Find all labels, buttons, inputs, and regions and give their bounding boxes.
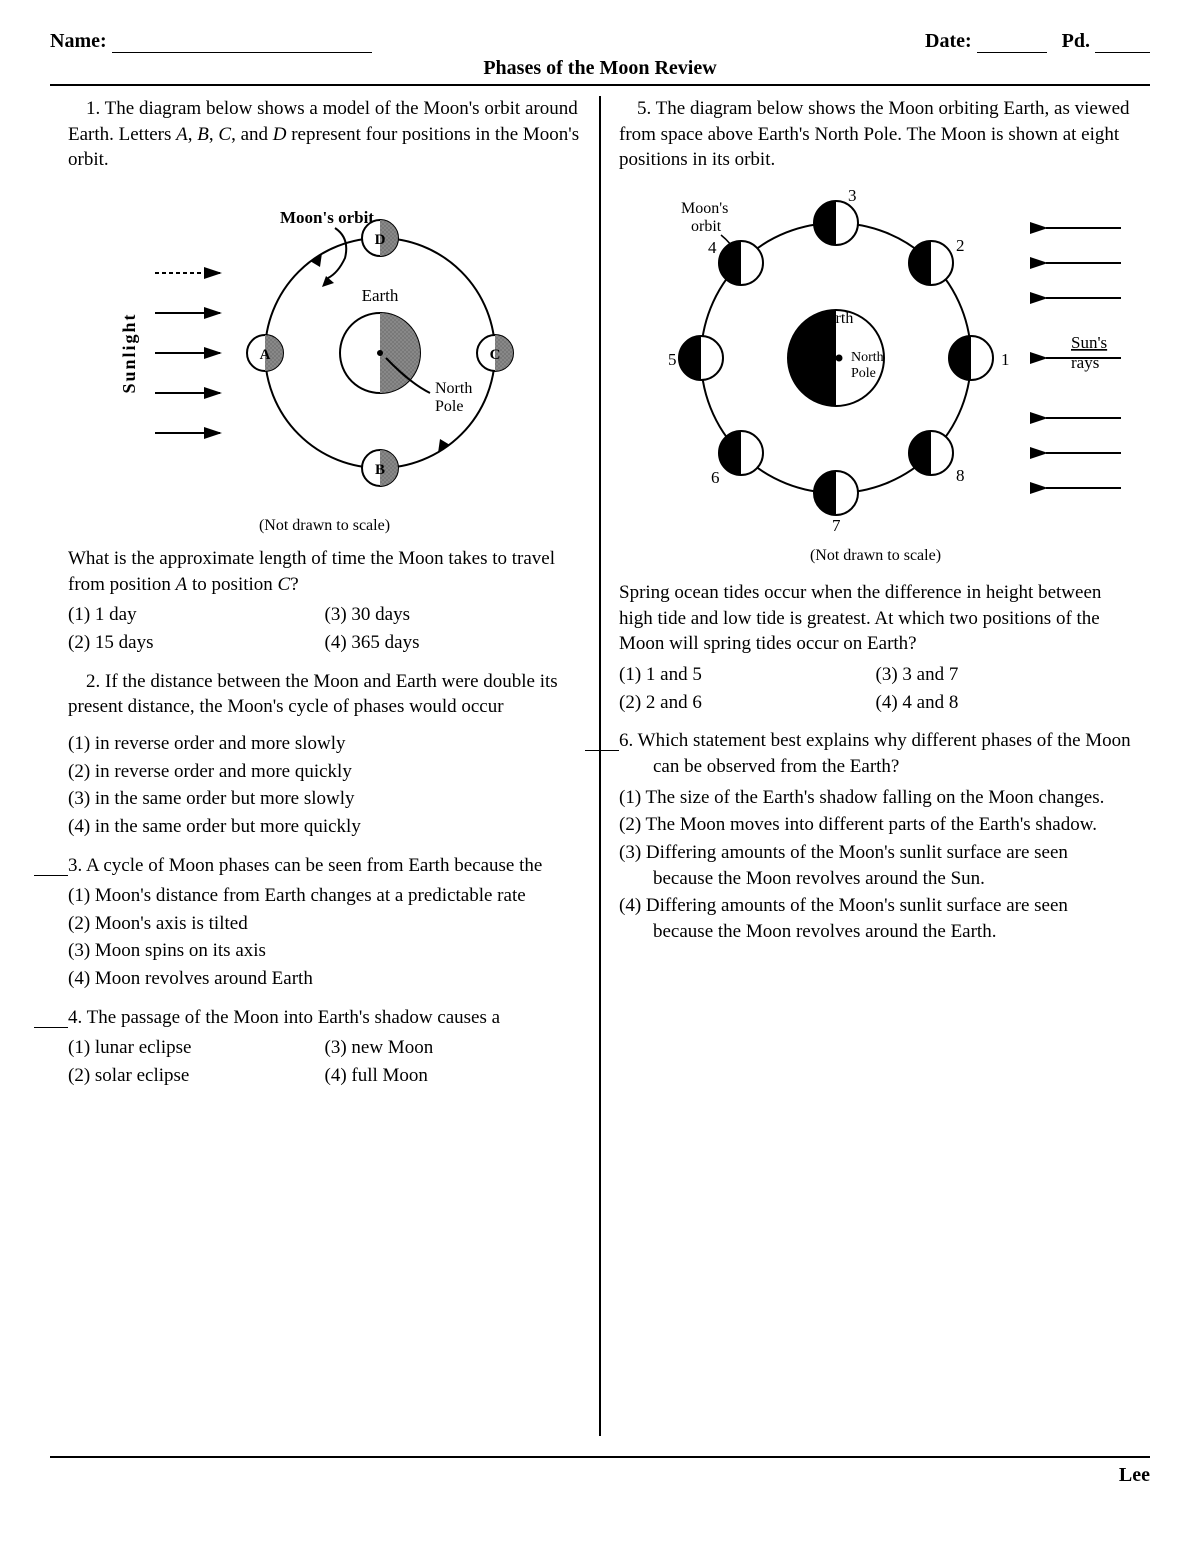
name-field: Name:: [50, 30, 372, 53]
q6-answer-blank[interactable]: [585, 735, 619, 751]
q4-opt3: (3) new Moon: [325, 1034, 582, 1062]
q6-options: (1) The size of the Earth's shadow falli…: [619, 784, 1132, 946]
q4-opt2: (2) solar eclipse: [68, 1062, 325, 1090]
pd-blank[interactable]: [1095, 35, 1150, 53]
svg-text:Earth: Earth: [818, 310, 853, 327]
footer-author: Lee: [0, 1458, 1200, 1527]
diagram-2: Sun's rays Moon's orbit Earth North Pole: [619, 183, 1132, 566]
worksheet-title: Phases of the Moon Review: [50, 57, 1150, 80]
q1-opt4: (4) 365 days: [325, 629, 582, 657]
q2-opt4: (4) in the same order but more quickly: [68, 813, 581, 841]
q6-text: 6. Which statement best explains why dif…: [619, 728, 1132, 779]
q5-opt4: (4) 4 and 8: [876, 689, 1133, 717]
svg-text:rays: rays: [1071, 353, 1099, 372]
diagram2-caption: (Not drawn to scale): [619, 545, 1132, 567]
name-blank[interactable]: [112, 35, 372, 53]
q4-opt4: (4) full Moon: [325, 1062, 582, 1090]
diagram2-svg: Sun's rays Moon's orbit Earth North Pole: [626, 183, 1126, 533]
svg-text:Pole: Pole: [435, 398, 463, 415]
diagram1-svg: Sunlight Moon's orbit: [110, 183, 540, 503]
date-label: Date:: [925, 30, 972, 52]
worksheet-page: Name: Date: Pd. Phases of the Moon Revie…: [0, 0, 1200, 1456]
diagram-1: Sunlight Moon's orbit: [68, 183, 581, 536]
svg-text:North: North: [851, 350, 884, 365]
q6-opt3: (3) Differing amounts of the Moon's sunl…: [619, 839, 1132, 892]
date-blank[interactable]: [977, 35, 1047, 53]
date-pd-group: Date: Pd.: [925, 30, 1150, 53]
q1-options: (1) 1 day (2) 15 days (3) 30 days (4) 36…: [68, 601, 581, 656]
svg-text:3: 3: [848, 186, 857, 205]
q5-followup: Spring ocean tides occur when the differ…: [619, 580, 1132, 657]
q5-text: 5. The diagram below shows the Moon orbi…: [619, 96, 1132, 173]
svg-text:North: North: [435, 380, 472, 397]
svg-text:C: C: [489, 347, 500, 363]
q2-text: 2. If the distance between the Moon and …: [68, 669, 581, 720]
q6-opt2: (2) The Moon moves into different parts …: [619, 811, 1132, 839]
svg-text:1: 1: [1001, 350, 1010, 369]
q3-opt2: (2) Moon's axis is tilted: [68, 910, 581, 938]
q5-options: (1) 1 and 5 (2) 2 and 6 (3) 3 and 7 (4) …: [619, 661, 1132, 716]
header-rule: [50, 84, 1150, 86]
pd-label: Pd.: [1062, 30, 1090, 52]
q3-answer-blank[interactable]: [34, 860, 68, 876]
q3-options: (1) Moon's distance from Earth changes a…: [68, 882, 581, 993]
q3-opt1: (1) Moon's distance from Earth changes a…: [68, 882, 581, 910]
q4-opt1: (1) lunar eclipse: [68, 1034, 325, 1062]
svg-text:Moon's orbit: Moon's orbit: [280, 208, 374, 227]
svg-text:5: 5: [668, 350, 677, 369]
name-label: Name:: [50, 30, 107, 52]
q5-opt2: (2) 2 and 6: [619, 689, 876, 717]
svg-text:A: A: [259, 347, 270, 363]
header-row: Name: Date: Pd.: [50, 30, 1150, 55]
q1-opt1: (1) 1 day: [68, 601, 325, 629]
right-column: 5. The diagram below shows the Moon orbi…: [601, 96, 1150, 1436]
left-column: 1. The diagram below shows a model of th…: [50, 96, 599, 1436]
svg-text:Earth: Earth: [361, 286, 398, 305]
q5-opt3: (3) 3 and 7: [876, 661, 1133, 689]
q6-opt1: (1) The size of the Earth's shadow falli…: [619, 784, 1132, 812]
content-columns: 1. The diagram below shows a model of th…: [50, 96, 1150, 1436]
q4-answer-blank[interactable]: [34, 1012, 68, 1028]
svg-text:Pole: Pole: [851, 366, 876, 381]
q1-followup: What is the approximate length of time t…: [68, 546, 581, 597]
q1-text: 1. The diagram below shows a model of th…: [68, 96, 581, 173]
q2-opt3: (3) in the same order but more slowly: [68, 785, 581, 813]
svg-text:2: 2: [956, 236, 965, 255]
q3-opt4: (4) Moon revolves around Earth: [68, 965, 581, 993]
svg-text:Sun's: Sun's: [1071, 333, 1107, 352]
q1-opt3: (3) 30 days: [325, 601, 582, 629]
svg-text:4: 4: [708, 238, 717, 257]
q4-options: (1) lunar eclipse (2) solar eclipse (3) …: [68, 1034, 581, 1089]
svg-text:7: 7: [832, 516, 841, 533]
svg-text:orbit: orbit: [691, 218, 722, 235]
q2-opt1: (1) in reverse order and more slowly: [68, 730, 581, 758]
q4-text: 4. The passage of the Moon into Earth's …: [68, 1005, 581, 1031]
q5-opt1: (1) 1 and 5: [619, 661, 876, 689]
q3-opt3: (3) Moon spins on its axis: [68, 937, 581, 965]
diagram1-caption: (Not drawn to scale): [68, 515, 581, 537]
q6-opt4: (4) Differing amounts of the Moon's sunl…: [619, 892, 1132, 945]
q3-text: 3. A cycle of Moon phases can be seen fr…: [68, 853, 581, 879]
q2-options: (1) in reverse order and more slowly (2)…: [68, 730, 581, 841]
svg-text:D: D: [374, 232, 385, 248]
q2-opt2: (2) in reverse order and more quickly: [68, 758, 581, 786]
svg-text:Sunlight: Sunlight: [119, 312, 139, 393]
svg-text:6: 6: [711, 468, 720, 487]
svg-text:B: B: [374, 462, 384, 478]
svg-text:8: 8: [956, 466, 965, 485]
svg-text:Moon's: Moon's: [681, 200, 728, 217]
q1-opt2: (2) 15 days: [68, 629, 325, 657]
